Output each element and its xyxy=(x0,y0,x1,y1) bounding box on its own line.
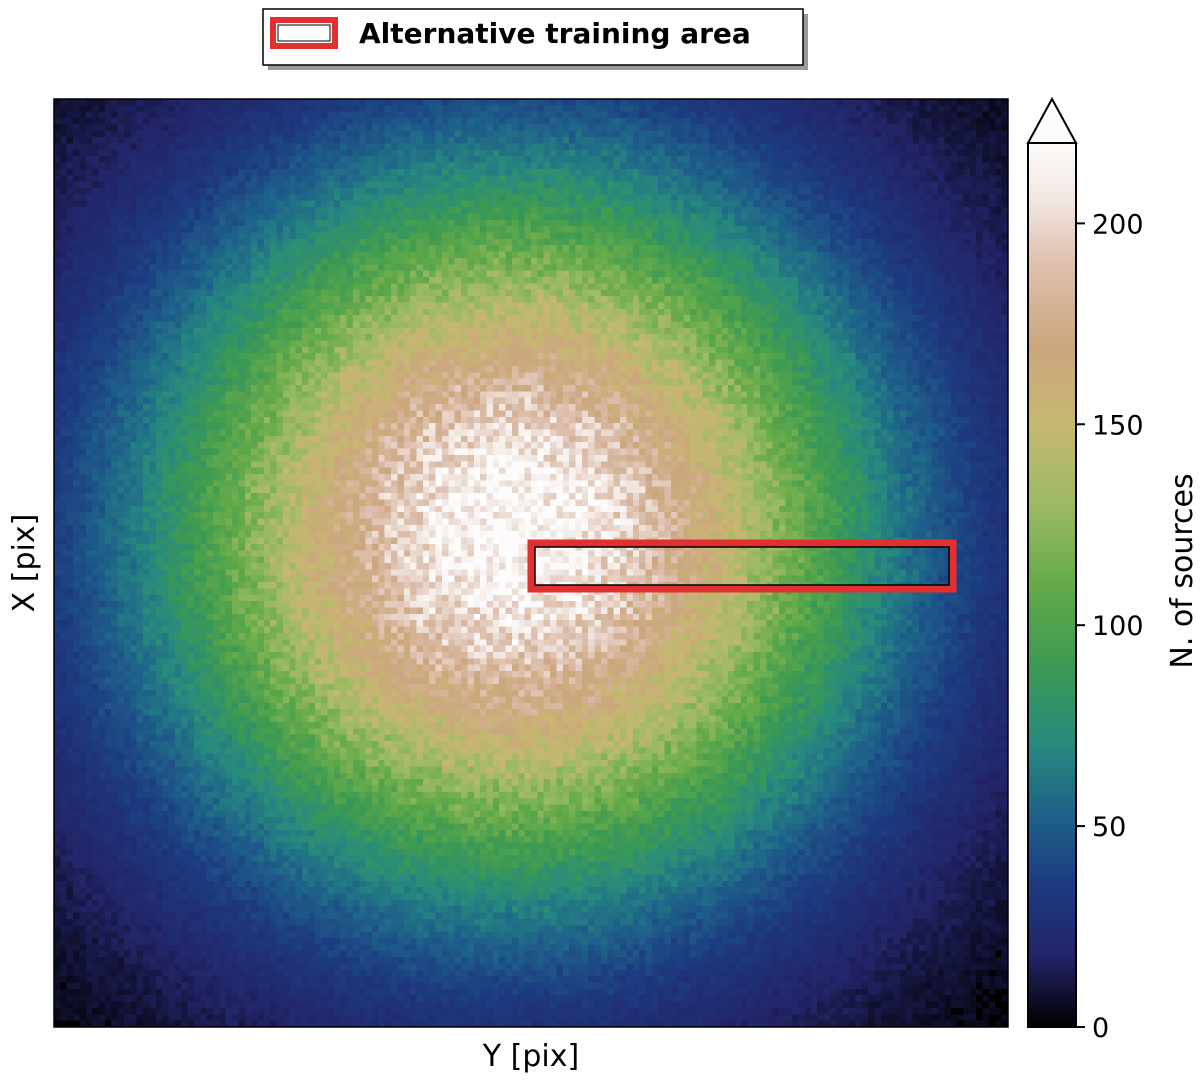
y-axis-label: X [pix] xyxy=(7,514,42,613)
alternative-training-area-rectangle xyxy=(527,539,957,593)
colorbar-tick-label: 50 xyxy=(1092,812,1126,843)
colorbar-extend-arrow xyxy=(1026,96,1078,144)
legend-swatch xyxy=(270,17,338,49)
colorbar-label: N. of sources xyxy=(1165,473,1200,668)
colorbar-body xyxy=(1027,142,1077,1028)
colorbar: 0 50 100 150 200 N. of sources xyxy=(1026,96,1200,1044)
legend-box xyxy=(262,8,804,66)
colorbar-tick-label: 100 xyxy=(1092,611,1144,642)
legend: Alternative training area xyxy=(262,8,808,70)
colorbar-ticks: 0 50 100 150 200 xyxy=(1076,209,1144,1044)
colorbar-tick-label: 200 xyxy=(1092,209,1144,240)
colorbar-tick-label: 0 xyxy=(1092,1013,1109,1044)
plot-frame xyxy=(53,98,1009,1028)
x-axis-label: Y [pix] xyxy=(482,1039,579,1074)
legend-label: Alternative training area xyxy=(359,17,751,50)
colorbar-tick-label: 150 xyxy=(1092,410,1144,441)
